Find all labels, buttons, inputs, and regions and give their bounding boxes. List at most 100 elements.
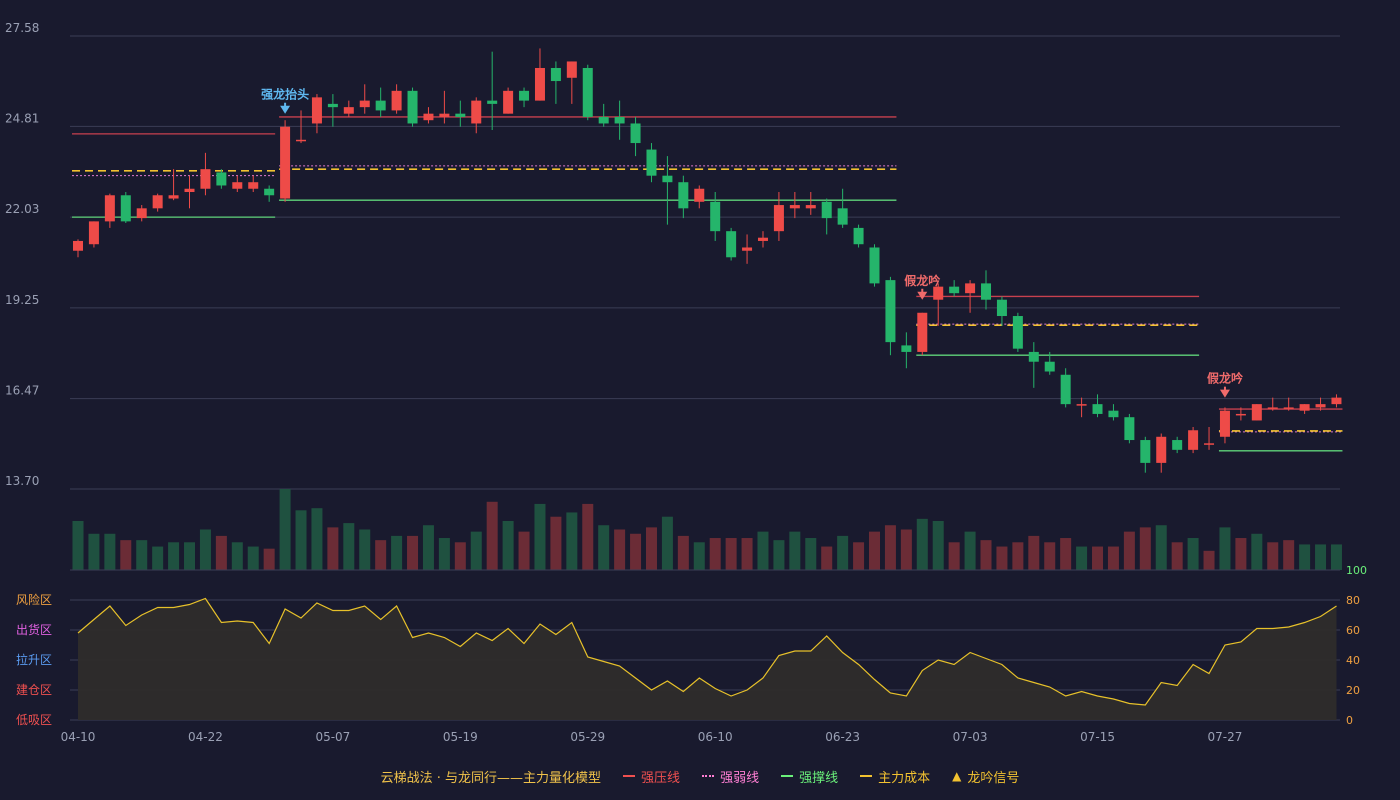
volume-bar xyxy=(199,529,211,570)
volume-bar xyxy=(343,523,355,570)
legend-title[interactable]: 云梯战法 · 与龙同行——主力量化模型 xyxy=(381,767,601,786)
candle-body xyxy=(343,107,354,114)
osc-tick-label: 80 xyxy=(1346,594,1360,607)
volume-bar xyxy=(1299,544,1311,570)
signal-arrow-icon xyxy=(280,105,291,114)
candle-body xyxy=(1267,407,1278,409)
volume-bar xyxy=(534,503,546,570)
candle-body xyxy=(726,231,737,258)
x-tick-label: 04-10 xyxy=(61,730,96,744)
candle-body xyxy=(327,103,338,108)
osc-tick-label: 0 xyxy=(1346,714,1353,727)
candle-body xyxy=(503,90,514,114)
volume-bar xyxy=(1076,546,1088,570)
legend-label: 强弱线 xyxy=(720,770,760,786)
volume-bar xyxy=(757,531,769,570)
volume-bar xyxy=(88,533,100,570)
signal-label: 假龙吟 xyxy=(1207,371,1243,386)
volume-bar xyxy=(1107,546,1119,570)
candle-body xyxy=(439,113,450,117)
candle-body xyxy=(136,208,147,219)
volume-bar xyxy=(1187,538,1199,570)
price-tick-label: 19.25 xyxy=(5,293,39,307)
zone-label: 低吸区 xyxy=(16,713,52,727)
candle-body xyxy=(534,67,545,101)
volume-bar xyxy=(709,538,721,570)
candle-body xyxy=(1172,440,1183,450)
volume-bar xyxy=(327,527,339,570)
volume-bar xyxy=(1267,542,1279,570)
x-tick-label: 05-19 xyxy=(443,730,478,744)
candle-body xyxy=(837,208,848,225)
candle-body xyxy=(949,286,960,294)
candle-body xyxy=(981,283,992,300)
volume-bar xyxy=(502,520,514,570)
candle-body xyxy=(1235,413,1246,416)
candle-body xyxy=(885,280,896,343)
candle-body xyxy=(869,247,880,284)
candle-body xyxy=(773,205,784,232)
candle-body xyxy=(519,90,530,101)
zone-label: 出货区 xyxy=(16,622,52,637)
legend-item-support[interactable]: 强撑线 xyxy=(781,767,838,786)
candle-body xyxy=(742,247,753,251)
dashed-line-icon xyxy=(860,775,873,777)
legend-item-weak[interactable]: 强弱线 xyxy=(702,767,759,786)
x-tick-label: 07-15 xyxy=(1080,730,1115,744)
candle-body xyxy=(391,90,402,111)
candle-body xyxy=(471,100,482,124)
volume-bar xyxy=(1330,544,1342,570)
candle-body xyxy=(710,201,721,232)
volume-bar xyxy=(837,535,849,570)
candle-body xyxy=(1092,404,1103,414)
x-tick-label: 06-23 xyxy=(825,730,860,744)
volume-bar xyxy=(152,546,164,570)
candle-body xyxy=(487,100,498,104)
volume-bar xyxy=(104,533,116,570)
candle-body xyxy=(646,149,657,176)
volume-bar xyxy=(231,542,243,570)
solid-line-icon xyxy=(781,775,794,777)
volume-bar xyxy=(438,538,450,570)
price-tick-label: 16.47 xyxy=(5,384,39,398)
zone-label: 拉升区 xyxy=(16,652,52,667)
legend-item-cost[interactable]: 主力成本 xyxy=(860,767,930,786)
chart-legend: 云梯战法 · 与龙同行——主力量化模型 强压线 强弱线 强撑线 主力成本 ▲ 龙… xyxy=(0,766,1400,786)
legend-item-signal[interactable]: ▲ 龙吟信号 xyxy=(952,767,1019,786)
osc-tick-label: 100 xyxy=(1346,564,1367,577)
legend-title-text: 云梯战法 · 与龙同行——主力量化模型 xyxy=(380,770,602,786)
volume-bar xyxy=(741,538,753,570)
dotted-line-icon xyxy=(702,775,715,777)
volume-bar xyxy=(470,531,482,570)
osc-tick-label: 40 xyxy=(1346,654,1360,667)
legend-item-resistance[interactable]: 强压线 xyxy=(623,767,680,786)
candle-body xyxy=(996,299,1007,317)
candle-body xyxy=(359,100,370,108)
candle-body xyxy=(407,90,418,124)
volume-bar xyxy=(279,489,291,570)
candle-body xyxy=(598,116,609,124)
volume-bar xyxy=(661,516,673,570)
volume-bar xyxy=(805,538,817,570)
candle-body xyxy=(104,195,115,222)
volume-bar xyxy=(614,529,626,570)
candle-body xyxy=(1124,417,1135,441)
volume-bar xyxy=(407,535,419,570)
osc-tick-label: 60 xyxy=(1346,624,1360,637)
candle-body xyxy=(965,283,976,294)
candle-body xyxy=(1028,351,1039,362)
volume-bar xyxy=(900,529,912,570)
candle-body xyxy=(1156,436,1167,463)
candle-body xyxy=(1076,404,1087,406)
volume-bar xyxy=(168,542,180,570)
volume-bar xyxy=(184,542,196,570)
volume-bar xyxy=(789,531,801,570)
candle-body xyxy=(630,123,641,144)
volume-bar xyxy=(964,531,976,570)
candle-body xyxy=(1060,374,1071,405)
candle-body xyxy=(614,116,625,124)
volume-bar xyxy=(853,542,865,570)
candle-body xyxy=(1315,404,1326,408)
volume-bar xyxy=(359,529,371,570)
